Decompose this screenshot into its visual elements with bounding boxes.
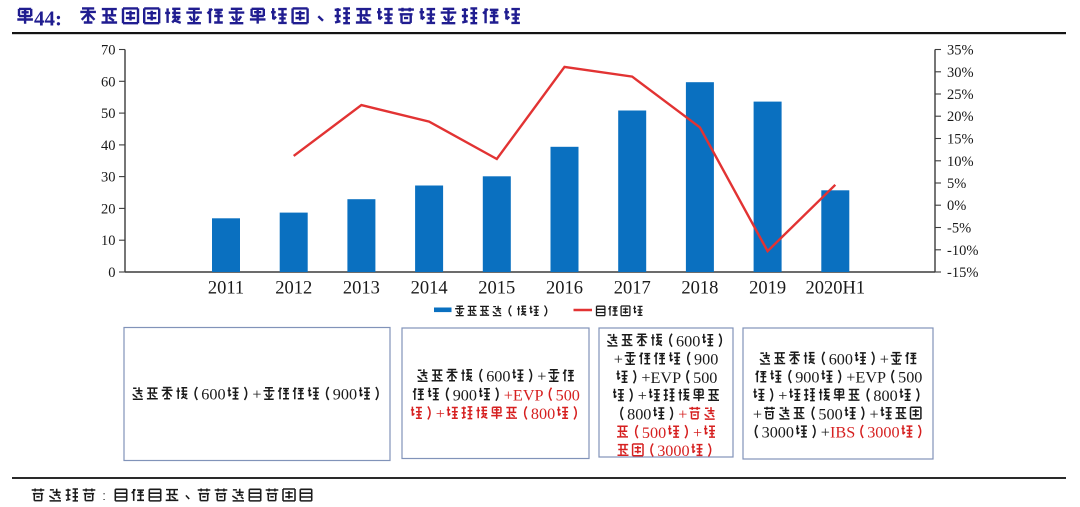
svg-text:2012: 2012 xyxy=(275,279,312,299)
svg-text:30%: 30% xyxy=(947,65,974,81)
svg-text:50: 50 xyxy=(101,106,116,122)
svg-text:600: 600 xyxy=(201,386,225,404)
svg-text:+EVP: +EVP xyxy=(846,369,886,387)
svg-text:500: 500 xyxy=(642,424,666,442)
svg-text:2015: 2015 xyxy=(478,279,515,299)
svg-text:5%: 5% xyxy=(947,176,966,192)
svg-text:2019: 2019 xyxy=(749,279,786,299)
svg-text:40: 40 xyxy=(101,138,116,154)
svg-text:+: + xyxy=(821,424,830,442)
svg-text:2011: 2011 xyxy=(208,279,244,299)
svg-text:+: + xyxy=(753,405,762,423)
svg-text:500: 500 xyxy=(898,369,922,387)
svg-text:0%: 0% xyxy=(947,198,966,214)
svg-text:-15%: -15% xyxy=(947,265,978,281)
svg-text:+: + xyxy=(778,387,787,405)
svg-text:30: 30 xyxy=(101,170,116,186)
svg-text:2020H1: 2020H1 xyxy=(805,279,865,299)
svg-text:+: + xyxy=(436,405,445,423)
svg-text:500: 500 xyxy=(556,386,580,404)
svg-text:500: 500 xyxy=(693,369,717,387)
svg-text:+: + xyxy=(678,406,687,424)
svg-text:3000: 3000 xyxy=(657,442,689,460)
svg-text:800: 800 xyxy=(873,387,897,405)
svg-text:+: + xyxy=(252,386,261,404)
svg-text:2014: 2014 xyxy=(411,279,448,299)
svg-text:10%: 10% xyxy=(947,154,974,170)
svg-text:900: 900 xyxy=(694,351,718,369)
svg-text:10: 10 xyxy=(101,233,116,249)
svg-text:2016: 2016 xyxy=(546,279,583,299)
svg-text:2018: 2018 xyxy=(681,279,718,299)
svg-text:35%: 35% xyxy=(947,43,974,59)
svg-text:+: + xyxy=(638,387,647,405)
svg-text:+: + xyxy=(693,424,702,442)
svg-text:900: 900 xyxy=(795,369,819,387)
svg-text:600: 600 xyxy=(676,332,700,350)
svg-text:-10%: -10% xyxy=(947,243,978,259)
svg-text:500: 500 xyxy=(818,405,842,423)
svg-text:3000: 3000 xyxy=(762,424,794,442)
svg-text:+: + xyxy=(880,350,889,368)
svg-text:800: 800 xyxy=(531,405,555,423)
svg-text:900: 900 xyxy=(453,386,477,404)
svg-text:0: 0 xyxy=(108,265,115,281)
svg-text:600: 600 xyxy=(829,350,853,368)
svg-text:20%: 20% xyxy=(947,109,974,125)
svg-text:44:: 44: xyxy=(34,7,62,31)
svg-text:15%: 15% xyxy=(947,132,974,148)
svg-text:+EVP: +EVP xyxy=(641,369,681,387)
svg-text:3000: 3000 xyxy=(867,424,899,442)
svg-text:IBS: IBS xyxy=(830,424,855,442)
svg-text:900: 900 xyxy=(333,386,357,404)
svg-text:+: + xyxy=(870,405,879,423)
svg-text:-5%: -5% xyxy=(947,221,971,237)
svg-text:2017: 2017 xyxy=(614,279,651,299)
svg-text:60: 60 xyxy=(101,74,116,90)
svg-text:+: + xyxy=(537,368,546,386)
svg-text:800: 800 xyxy=(627,406,651,424)
svg-text:70: 70 xyxy=(101,43,116,59)
svg-text:+: + xyxy=(614,351,623,369)
svg-text:+EVP: +EVP xyxy=(504,386,544,404)
svg-text:20: 20 xyxy=(101,201,116,217)
svg-text:25%: 25% xyxy=(947,87,974,103)
svg-text:2013: 2013 xyxy=(343,279,380,299)
svg-text:600: 600 xyxy=(486,368,510,386)
